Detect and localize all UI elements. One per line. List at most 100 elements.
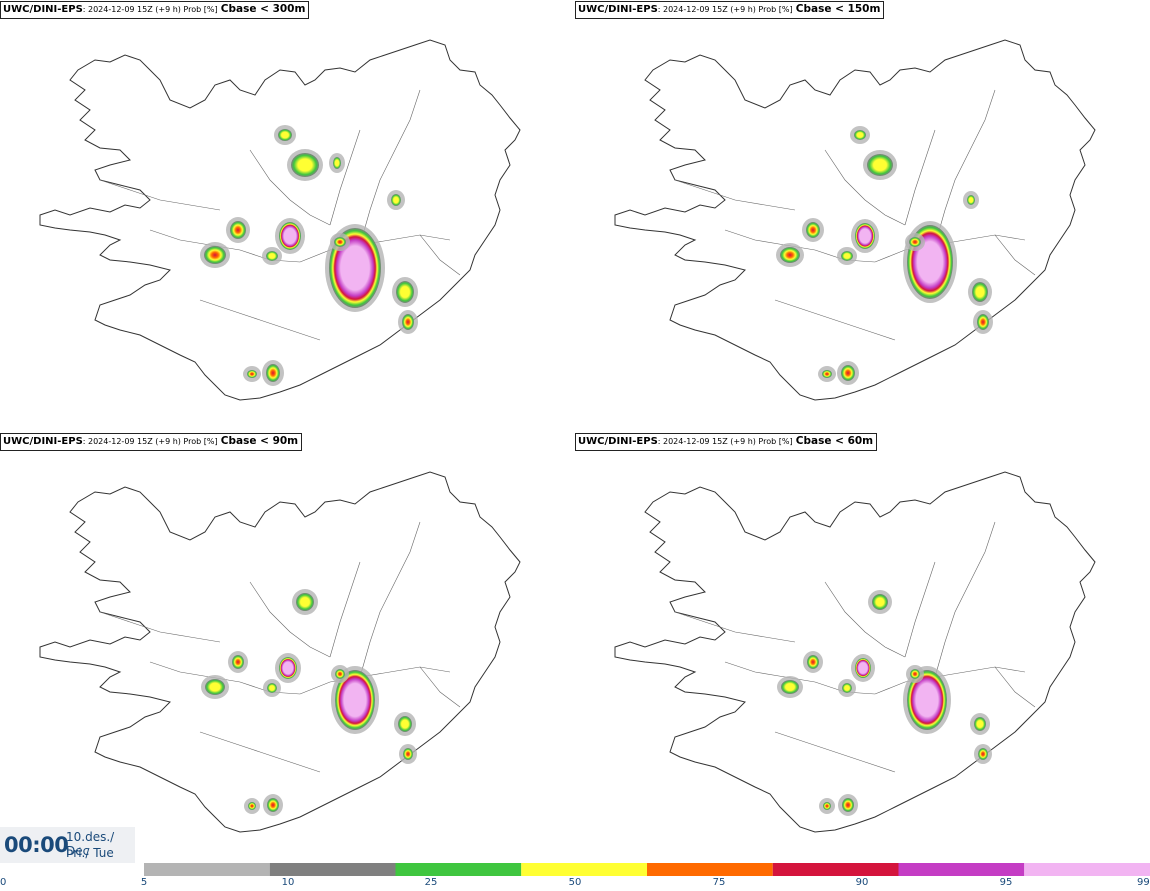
probability-area [267,798,279,812]
colorbar-segment [647,863,773,876]
boundary-line [199,299,321,341]
valid-weekday: Þri./ Tue [66,846,114,860]
boundary-line [934,89,996,246]
boundary-line [994,666,1036,708]
probability-area [841,365,855,381]
probability-area [854,130,866,140]
boundary-line [674,179,796,211]
probability-area [978,748,988,760]
probability-area [867,154,893,176]
probability-area [872,594,888,610]
probability-area [841,251,853,261]
colorbar-tick-label: 10 [281,877,295,888]
threshold-label: Cbase < 90m [220,435,299,447]
boundary-line [774,731,896,773]
valid-time: 00:00 [4,833,69,857]
boundary-line [824,581,906,658]
boundary-line [994,234,1036,276]
probability-area [842,683,852,693]
probability-area [910,669,920,679]
colorbar-tick-label: 99 [1137,877,1150,888]
colorbar [144,863,1150,876]
boundary-line [329,129,361,226]
probability-area [266,364,280,382]
probability-area [855,223,875,249]
model-name: UWC/DINI-EPS [3,4,83,15]
iceland-map [39,471,521,833]
boundary-line [329,561,361,658]
probability-area [333,157,341,169]
run-info: : 2024-12-09 15Z (+9 h) Prob [%] [657,5,793,14]
probability-area [972,282,988,302]
map-panel: UWC/DINI-EPS: 2024-12-09 15Z (+9 h) Prob… [0,0,575,430]
probability-area [822,370,832,378]
boundary-line [419,234,461,276]
iceland-map [614,39,1096,401]
boundary-line [199,731,321,773]
probability-area [279,222,301,250]
probability-area [278,129,292,141]
colorbar-segment [521,863,647,876]
probability-area [205,679,225,695]
probability-area [335,670,375,730]
boundary-line [904,561,936,658]
boundary-line [824,149,906,226]
probability-area [267,683,277,693]
colorbar-segment [1024,863,1150,876]
probability-area [279,657,297,679]
probability-area [230,221,246,239]
coastline [614,471,1096,833]
colorbar-tick-label: 25 [424,877,438,888]
valid-time-box: 00:00 10.des./ Dec Þri./ Tue [0,827,135,863]
probability-area [909,237,921,247]
probability-area [232,655,244,669]
model-name: UWC/DINI-EPS [578,436,658,447]
colorbar-tick-label: 90 [855,877,869,888]
colorbar-tick-label: 95 [999,877,1013,888]
probability-area [781,680,799,694]
probability-area [842,798,854,812]
run-info: : 2024-12-09 15Z (+9 h) Prob [%] [657,437,793,446]
boundary-line [99,611,221,643]
probability-area [296,593,314,611]
map-panel: UWC/DINI-EPS: 2024-12-09 15Z (+9 h) Prob… [575,0,1150,430]
probability-area [391,194,401,206]
model-name: UWC/DINI-EPS [3,436,83,447]
probability-area [266,251,278,261]
coastline [614,39,1096,401]
run-info: : 2024-12-09 15Z (+9 h) Prob [%] [82,437,218,446]
colorbar-tick-label: 50 [568,877,582,888]
boundary-line [419,666,461,708]
boundary-line [299,666,451,695]
coastline [39,471,521,833]
probability-area [967,195,975,205]
probability-area [806,222,820,238]
map-panel: UWC/DINI-EPS: 2024-12-09 15Z (+9 h) Prob… [575,432,1150,862]
colorbar-tick-label: 5 [140,877,148,888]
probability-area [398,716,412,732]
panel-title: UWC/DINI-EPS: 2024-12-09 15Z (+9 h) Prob… [575,433,878,451]
colorbar-tick-label: 75 [712,877,726,888]
colorbar-segment [144,863,270,876]
map-panel: UWC/DINI-EPS: 2024-12-09 15Z (+9 h) Prob… [0,432,575,862]
model-name: UWC/DINI-EPS [578,4,658,15]
iceland-map [614,471,1096,833]
probability-area [334,237,346,247]
probability-area [855,658,871,678]
boundary-line [874,666,1026,695]
boundary-line [99,179,221,211]
probability-area [402,314,414,330]
boundary-line [934,521,996,678]
valid-date: 10.des./ Dec [66,830,115,858]
panel-title: UWC/DINI-EPS: 2024-12-09 15Z (+9 h) Prob… [0,433,303,451]
colorbar-tick-label: 0 [0,877,7,888]
probability-area [807,655,819,669]
probability-area [248,802,256,810]
boundary-line [674,611,796,643]
boundary-line [904,129,936,226]
boundary-line [359,521,421,678]
run-info: : 2024-12-09 15Z (+9 h) Prob [%] [82,5,218,14]
probability-area [247,370,257,378]
probability-area [823,802,831,810]
probability-area [974,717,986,731]
